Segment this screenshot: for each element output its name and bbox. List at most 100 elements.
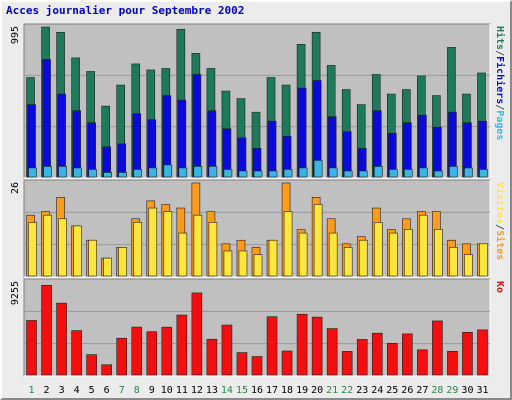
bar-fichiers-17	[267, 120, 277, 178]
bar-ko-18	[281, 350, 293, 376]
x-tick-label-13: 13	[206, 385, 218, 396]
bar-ko-29	[447, 350, 458, 376]
bar-pages-26	[404, 169, 413, 178]
legend: Ko	[494, 281, 505, 293]
bar-sites-29	[449, 247, 458, 277]
bar-ko-11	[176, 314, 188, 376]
bar-sites-21	[328, 232, 338, 277]
legend-entry: Pages	[494, 110, 505, 140]
bar-ko-7	[116, 337, 128, 376]
bar-pages-14	[223, 169, 233, 178]
x-tick-label-20: 20	[311, 385, 323, 396]
x-tick-label-6: 6	[104, 385, 110, 396]
bar-pages-15	[238, 170, 248, 178]
bar-fichiers-5	[87, 122, 96, 178]
bar-pages-24	[373, 166, 383, 178]
bar-pages-6	[103, 172, 112, 178]
bar-sites-28	[434, 229, 443, 277]
bar-pages-23	[358, 170, 368, 178]
bar-ko-16	[251, 356, 263, 376]
bar-sites-27	[419, 214, 428, 277]
legend-entry: /	[494, 104, 505, 110]
bar-ko-10	[161, 326, 173, 376]
x-tick-label-16: 16	[251, 385, 263, 396]
bar-sites-22	[343, 247, 353, 277]
bar-sites-16	[253, 254, 263, 277]
x-tick-label-17: 17	[266, 385, 278, 396]
bar-ko-24	[371, 332, 383, 376]
bar-pages-11	[178, 167, 188, 178]
x-tick-label-9: 9	[149, 385, 155, 396]
bar-ko-5	[86, 354, 97, 376]
bar-pages-8	[133, 169, 143, 178]
bar-fichiers-26	[403, 122, 412, 178]
bar-sites-31	[479, 243, 488, 277]
bar-sites-5	[88, 239, 97, 277]
bar-ko-22	[341, 351, 353, 376]
x-tick-label-8: 8	[134, 385, 140, 396]
bar-sites-8	[133, 222, 143, 277]
bar-pages-1	[28, 167, 37, 178]
x-tick-label-4: 4	[74, 385, 80, 396]
bar-pages-3	[58, 166, 67, 178]
bar-sites-6	[103, 257, 112, 277]
bar-pages-30	[464, 167, 473, 178]
bar-ko-23	[356, 339, 368, 376]
bar-sites-15	[238, 250, 248, 277]
bar-sites-19	[298, 232, 308, 277]
bar-sites-23	[358, 239, 368, 277]
y-max-label: 995	[10, 26, 21, 44]
bar-pages-29	[449, 166, 458, 178]
x-tick-label-10: 10	[161, 385, 173, 396]
bar-ko-20	[311, 316, 323, 376]
bar-pages-25	[388, 169, 398, 178]
bar-sites-2	[43, 214, 52, 277]
x-tick-label-26: 26	[401, 385, 413, 396]
bar-sites-14	[223, 250, 233, 277]
x-tick-label-19: 19	[296, 385, 308, 396]
bar-ko-25	[386, 342, 398, 376]
bar-ko-31	[477, 329, 488, 376]
legend-entry: Fichiers	[494, 56, 506, 104]
bar-ko-8	[131, 326, 143, 376]
bar-sites-7	[118, 247, 128, 277]
legend-entry: Ko	[494, 281, 505, 293]
bar-fichiers-19	[297, 87, 307, 178]
bar-ko-6	[101, 364, 112, 376]
x-tick-label-18: 18	[281, 385, 293, 396]
bar-ko-13	[206, 338, 218, 376]
bar-ko-4	[71, 330, 82, 376]
x-tick-label-25: 25	[386, 385, 398, 396]
x-tick-label-2: 2	[44, 385, 50, 396]
bar-fichiers-3	[57, 93, 66, 178]
x-tick-label-24: 24	[371, 385, 383, 396]
bar-sites-4	[73, 225, 82, 277]
bar-ko-28	[432, 320, 443, 376]
bar-sites-12	[193, 214, 203, 277]
bar-fichiers-31	[478, 120, 487, 178]
bar-sites-17	[268, 239, 278, 277]
bar-ko-21	[326, 328, 338, 376]
legend-entry: Hits	[494, 26, 506, 50]
x-tick-label-31: 31	[476, 385, 488, 396]
bar-fichiers-7	[117, 143, 127, 178]
x-tick-label-27: 27	[416, 385, 428, 396]
bar-pages-28	[434, 170, 443, 178]
bar-fichiers-22	[342, 131, 352, 178]
x-tick-label-12: 12	[191, 385, 203, 396]
x-tick-label-22: 22	[341, 385, 353, 396]
bar-ko-30	[462, 331, 473, 376]
x-tick-label-30: 30	[461, 385, 473, 396]
x-tick-label-11: 11	[176, 385, 188, 396]
bar-ko-19	[296, 313, 308, 376]
bar-sites-10	[163, 211, 173, 277]
x-tick-label-28: 28	[431, 385, 443, 396]
x-tick-label-3: 3	[59, 385, 65, 396]
bar-sites-30	[464, 254, 473, 277]
bar-sites-18	[283, 211, 293, 277]
bar-pages-19	[298, 167, 308, 178]
chart-title: Acces journalier pour Septembre 2002	[6, 4, 245, 17]
bar-pages-13	[208, 166, 218, 178]
bar-sites-26	[404, 229, 413, 277]
